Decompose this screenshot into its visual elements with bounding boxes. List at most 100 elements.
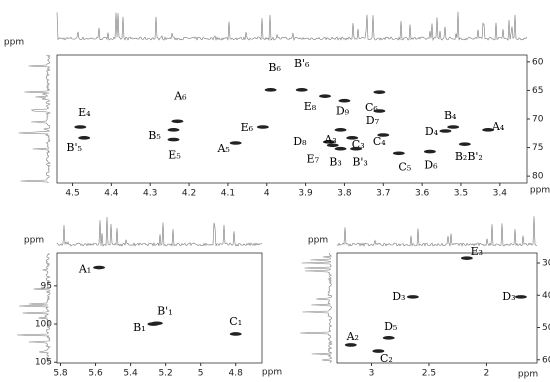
y-axis-label: ppm	[4, 38, 24, 48]
x-tick-label: 4.1	[221, 189, 235, 199]
projection-left	[17, 252, 51, 364]
cross-peak	[326, 143, 339, 148]
cross-peak	[514, 295, 527, 299]
y-axis-label: ppm	[24, 236, 44, 246]
x-tick-label: 2.5	[422, 369, 436, 379]
y-tick-label: 95	[41, 281, 52, 291]
x-tick-label: 4.4	[104, 189, 119, 199]
peak-label: D₄	[425, 125, 439, 138]
cross-peak	[334, 128, 347, 132]
peak-label: D₈	[293, 135, 307, 148]
cross-peak	[74, 125, 87, 129]
cross-peak	[447, 125, 460, 129]
peak-label: D₆	[424, 159, 438, 172]
plot-frame	[336, 252, 538, 364]
peak-label: B₄	[444, 109, 457, 122]
cross-peak	[319, 94, 332, 98]
peak-label: B'₁	[157, 304, 173, 317]
peak-label: E₇	[307, 152, 320, 165]
peak-label: B₆	[268, 61, 281, 74]
cross-peak	[372, 349, 385, 353]
cross-peak	[93, 265, 106, 270]
peak-label: B'₅	[66, 141, 82, 154]
x-tick-label: 3.4	[493, 189, 508, 199]
y-axis-label: ppm	[308, 236, 328, 246]
x-tick-label: 3.9	[298, 189, 313, 199]
projection-top	[56, 11, 528, 42]
cross-peak	[167, 137, 180, 142]
x-tick-label: 4.3	[143, 189, 157, 199]
x-tick-label: 5.8	[53, 369, 68, 379]
peak-label: C₁	[229, 315, 242, 328]
peak-label: E₆	[241, 121, 254, 134]
cross-peak	[334, 146, 347, 151]
x-axis-label: ppm	[530, 186, 550, 196]
cross-peak	[229, 332, 242, 336]
peak-label: A₁	[78, 263, 91, 276]
cross-peak	[482, 128, 495, 132]
peak-label: A₄	[491, 120, 505, 133]
cross-peak	[423, 149, 436, 154]
peak-label: C₄	[373, 135, 386, 148]
y-tick-label: 65	[532, 86, 543, 96]
cross-peak	[460, 256, 473, 260]
x-tick-label: 3.5	[454, 189, 468, 199]
projection-top	[56, 216, 263, 247]
peak-label: E₄	[78, 106, 91, 119]
y-tick-label: 80	[532, 172, 544, 182]
peak-label: D₇	[366, 114, 380, 127]
cross-peak	[439, 129, 452, 133]
y-tick-label: 50	[542, 323, 550, 333]
peak-label: B'₃	[352, 156, 368, 169]
x-tick-label: 5.4	[123, 369, 138, 379]
peak-label: B₁	[133, 321, 146, 334]
peak-label: B₅	[148, 129, 161, 142]
y-tick-label: 100	[35, 320, 52, 330]
x-tick-label: 4.8	[229, 369, 244, 379]
cross-peak	[322, 140, 335, 144]
cross-peak	[78, 136, 91, 140]
peak-label: C₂	[380, 352, 393, 365]
cross-peak	[338, 98, 351, 103]
x-axis-label: ppm	[262, 368, 282, 378]
x-tick-label: 4	[264, 189, 270, 199]
peak-label: A₅	[216, 142, 229, 155]
cross-peak	[344, 343, 357, 347]
peak-label: E₃	[471, 245, 483, 258]
cross-peak	[392, 151, 405, 156]
x-tick-label: 3.8	[337, 189, 352, 199]
x-tick-label: 4.5	[65, 189, 79, 199]
peak-label: D₉	[336, 105, 350, 118]
cross-peak	[167, 128, 180, 132]
peak-label: C₅	[398, 160, 411, 173]
projection-top	[336, 216, 537, 247]
peak-label: B'₆	[294, 57, 310, 70]
x-tick-label: 3.6	[415, 189, 430, 199]
y-tick-label: 105	[35, 358, 52, 368]
cross-peak	[458, 142, 471, 146]
peak-label: A₂	[346, 330, 359, 343]
cross-peak	[406, 295, 419, 299]
x-tick-label: 3	[369, 369, 375, 379]
projection-left	[300, 252, 333, 364]
x-tick-label: 5.6	[88, 369, 103, 379]
cross-peak	[377, 133, 390, 137]
y-tick-label: 75	[532, 143, 543, 153]
x-tick-label: 5	[198, 369, 204, 379]
peak-label: B₂B'₂	[455, 150, 483, 163]
x-tick-label: 3.7	[376, 189, 390, 199]
cross-peak	[150, 321, 163, 326]
y-tick-label: 40	[542, 291, 550, 301]
x-axis-label: ppm	[518, 370, 538, 380]
cross-peak	[295, 88, 308, 92]
cross-peak	[264, 88, 277, 92]
cross-peak	[373, 90, 386, 94]
y-tick-label: 60	[532, 57, 544, 67]
cross-peak	[229, 141, 242, 145]
peak-label: D₃	[392, 290, 405, 303]
x-tick-label: 2	[484, 369, 490, 379]
peak-label: D₃	[502, 290, 515, 303]
y-tick-label: 60	[542, 355, 550, 365]
projection-left	[18, 54, 51, 184]
